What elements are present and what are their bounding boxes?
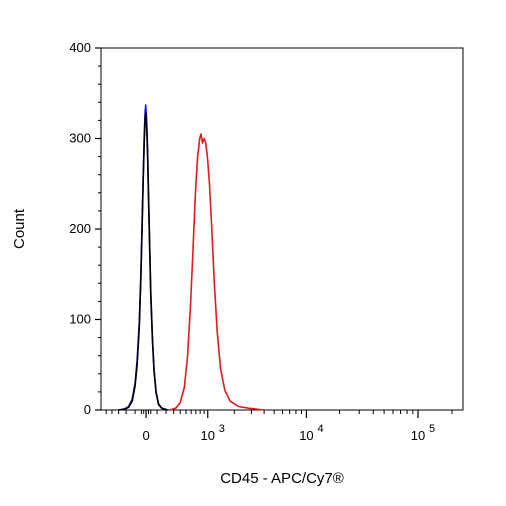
- histogram-series-3: [169, 133, 265, 411]
- y-tick-label: 400: [69, 40, 91, 55]
- y-tick-label: 200: [69, 221, 91, 236]
- y-tick-label: 100: [69, 312, 91, 327]
- x-axis-ticks: 0 10 3 10 4 10 5: [105, 410, 453, 443]
- x-tick-label: 0: [142, 428, 149, 443]
- y-axis-title: Count: [11, 208, 28, 249]
- y-tick-label: 300: [69, 131, 91, 146]
- x-tick-exponent: 3: [219, 423, 225, 435]
- histogram-series-1: [118, 104, 168, 411]
- plot-frame: [100, 47, 464, 411]
- x-tick-exponent: 4: [317, 423, 323, 435]
- x-axis-title: CD45 - APC/Cy7®: [220, 470, 344, 487]
- x-tick-label: 10: [299, 428, 313, 443]
- x-tick-label: 10: [201, 428, 215, 443]
- y-axis-ticks: 0 100 200 300 400: [69, 40, 101, 417]
- x-tick-label: 10: [411, 428, 425, 443]
- series-layer: [118, 104, 265, 411]
- y-tick-label: 0: [84, 402, 91, 417]
- histogram-series-2: [118, 112, 168, 411]
- x-tick-exponent: 5: [429, 423, 435, 435]
